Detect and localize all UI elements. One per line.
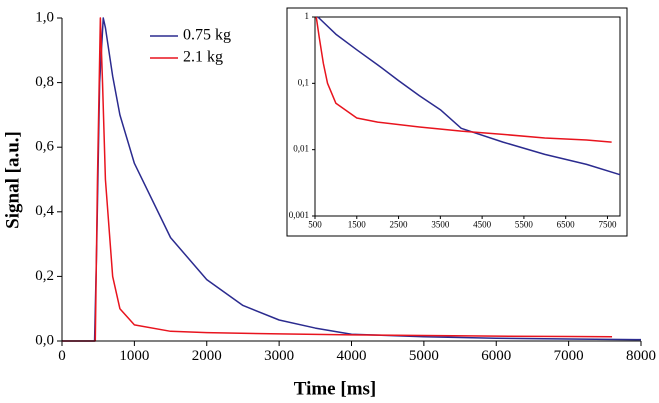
x-tick-label: 1000 [119, 348, 149, 364]
y-axis-label: Signal [a.u.] [2, 131, 23, 229]
y-tick-label: 0,8 [35, 74, 54, 90]
x-tick-label: 6000 [481, 348, 511, 364]
series-line [315, 16, 612, 143]
legend-label: 0.75 kg [183, 27, 231, 44]
y-tick-label: 1 [305, 11, 310, 21]
y-tick-label: 1,0 [35, 9, 54, 25]
x-tick-label: 2000 [192, 348, 222, 364]
x-tick-label: 6500 [557, 219, 576, 229]
x-tick-label: 5500 [515, 219, 534, 229]
y-tick-label: 0,1 [298, 77, 309, 87]
y-tick-label: 0,01 [293, 144, 309, 154]
y-tick-label: 0,2 [35, 268, 54, 284]
x-tick-label: 0 [58, 348, 66, 364]
x-tick-label: 7500 [598, 219, 617, 229]
legend-label: 2.1 kg [183, 49, 223, 66]
x-tick-label: 4500 [473, 219, 492, 229]
x-tick-label: 8000 [626, 348, 656, 364]
y-tick-label: 0,001 [289, 210, 309, 220]
plot-frame [314, 16, 621, 217]
y-tick-label: 0,6 [35, 139, 54, 155]
x-tick-label: 1500 [348, 219, 367, 229]
series-line [317, 16, 621, 176]
x-tick-label: 3500 [431, 219, 450, 229]
x-tick-label: 500 [308, 219, 322, 229]
series-line [62, 17, 613, 342]
y-tick-label: 0,0 [35, 332, 54, 348]
x-tick-label: 3000 [264, 348, 294, 364]
inset-frame [286, 7, 628, 237]
x-axis-label: Time [ms] [294, 378, 377, 399]
x-tick-label: 2500 [390, 219, 409, 229]
x-tick-label: 7000 [554, 348, 584, 364]
x-tick-label: 5000 [409, 348, 439, 364]
y-tick-label: 0,4 [35, 203, 54, 219]
x-tick-label: 4000 [337, 348, 367, 364]
